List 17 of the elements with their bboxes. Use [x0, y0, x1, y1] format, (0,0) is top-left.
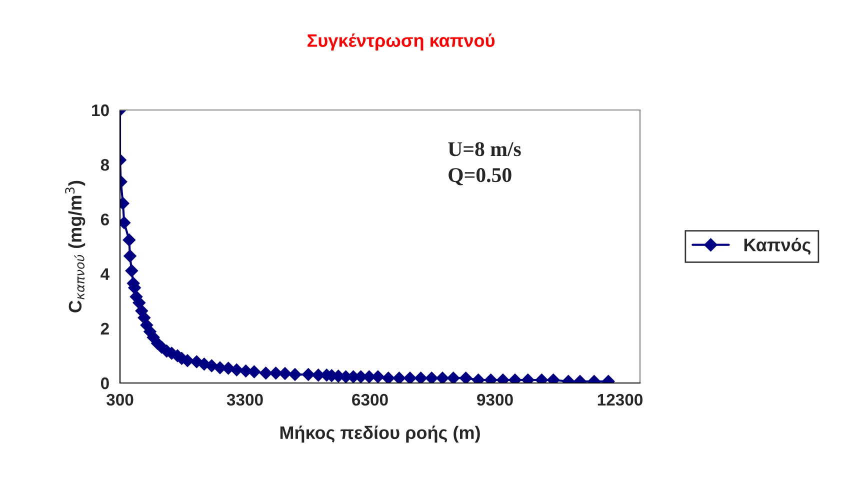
y-axis-title: C$_{καπνού}$ (mg/m$^{3}$) [65, 180, 86, 312]
x-tick-label: 12300 [598, 394, 642, 406]
y-tick-label: 8 [100, 159, 110, 171]
chart-title: Συγκέντρωση καπνού [308, 33, 495, 51]
x-tick-label: 3300 [226, 394, 263, 406]
annotation: U=8 m/s [448, 142, 521, 156]
legend-label: Καπνός [744, 238, 811, 255]
y-tick-label: 2 [100, 322, 109, 334]
x-tick-label: 9300 [477, 394, 513, 406]
x-tick-label: 300 [106, 394, 134, 406]
y-tick-label: 0 [100, 377, 109, 390]
y-tick-label: 6 [100, 214, 109, 226]
y-tick-label: 4 [100, 268, 110, 280]
x-tick-label: 6300 [352, 394, 388, 406]
x-axis-title: Μήκος πεδίου ροής (m) [280, 426, 480, 443]
y-tick-label: 10 [92, 104, 109, 116]
annotation: Q=0.50 [448, 168, 512, 186]
